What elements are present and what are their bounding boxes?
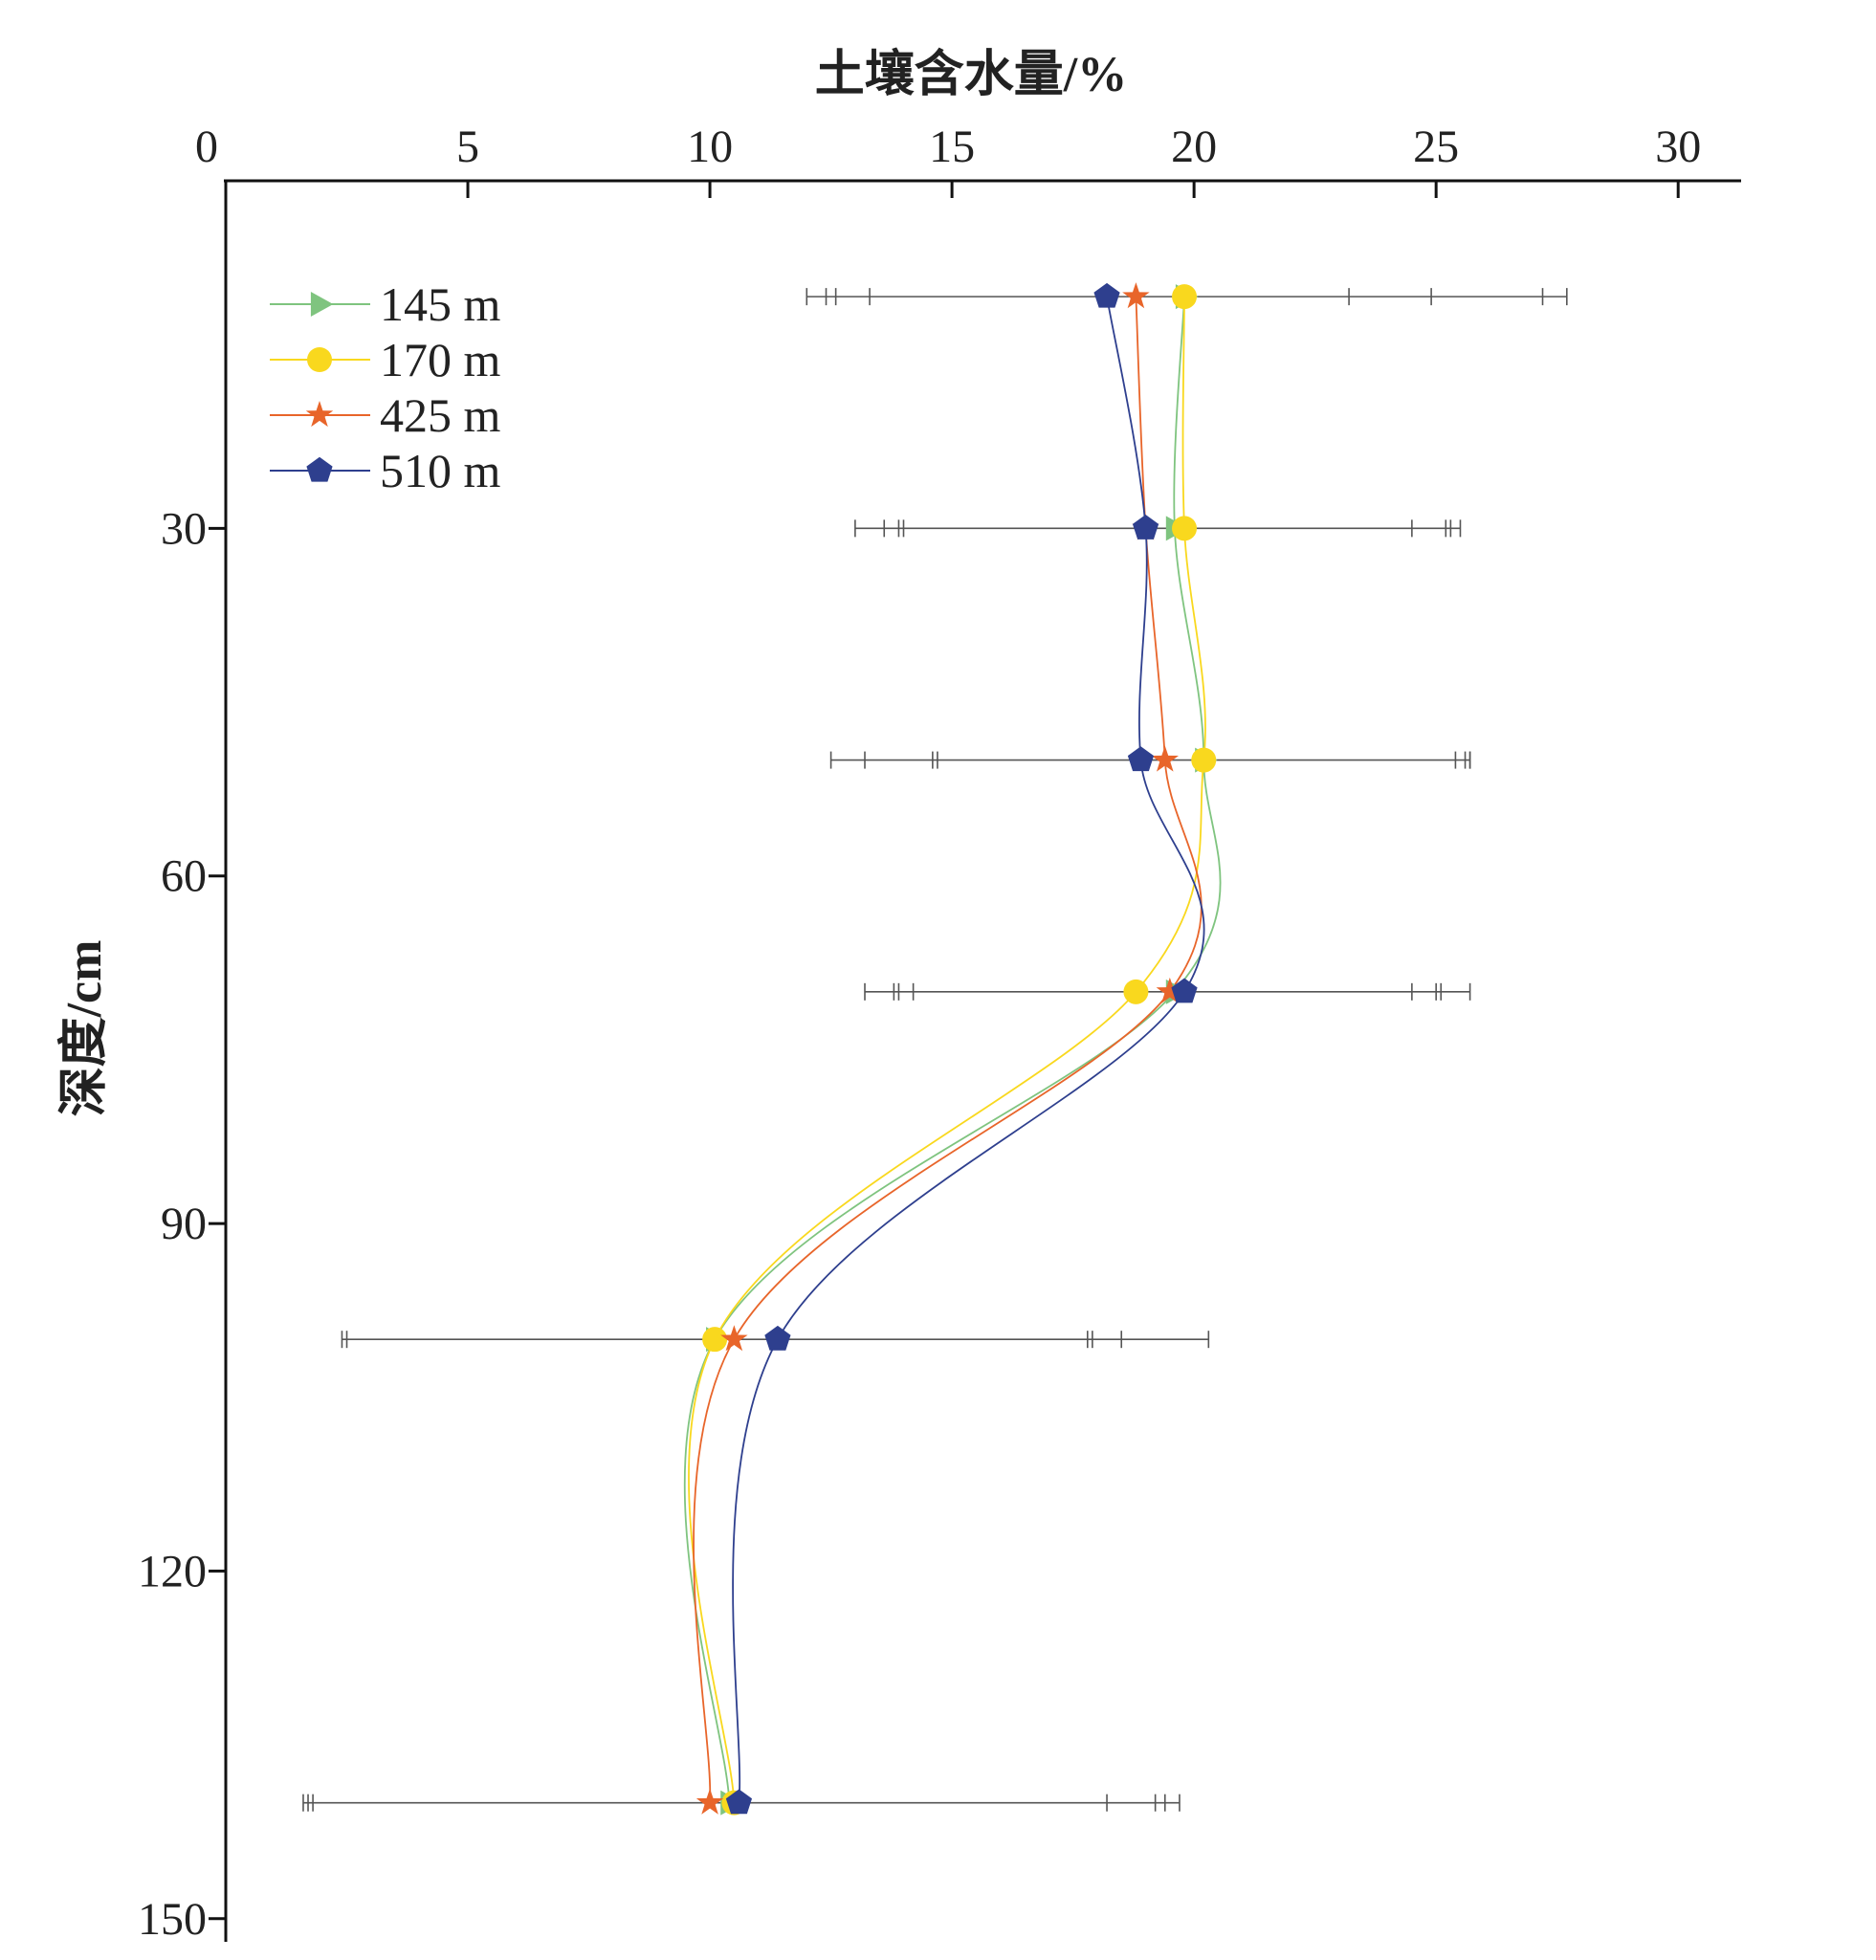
legend-marker xyxy=(306,456,333,482)
series-2-point xyxy=(1172,516,1198,541)
series-2-point xyxy=(1172,284,1198,310)
series-3-point xyxy=(1156,977,1184,1003)
series-3-point xyxy=(720,1325,748,1352)
series-4-point xyxy=(1132,515,1159,540)
x-tick-label: 10 xyxy=(687,121,733,172)
series-4-point xyxy=(1127,746,1155,772)
y-tick-label: 90 xyxy=(161,1199,207,1249)
legend-label: 425 m xyxy=(380,388,501,442)
legend-marker xyxy=(307,347,332,372)
x-tick-label: 0 xyxy=(195,121,218,172)
x-tick-label: 20 xyxy=(1171,121,1217,172)
y-axis-ticks: 30 60 90 120 150 xyxy=(138,503,226,1945)
series-3-point xyxy=(1151,745,1179,772)
legend-label: 145 m xyxy=(380,277,501,331)
series-line-4 xyxy=(732,296,1205,1803)
legend-label: 510 m xyxy=(380,444,501,497)
x-axis-ticks: 0 5 10 15 20 25 30 xyxy=(195,121,1701,198)
legend-marker xyxy=(310,292,334,317)
y-tick-label: 30 xyxy=(161,503,207,554)
series-2-point xyxy=(1191,747,1217,773)
series-4-point xyxy=(1093,282,1120,308)
y-tick-label: 120 xyxy=(138,1546,207,1597)
series-markers xyxy=(695,282,1218,1816)
series-4-point xyxy=(764,1325,791,1351)
series-4-point xyxy=(1171,978,1198,1003)
legend-label: 170 m xyxy=(380,333,501,386)
y-tick-label: 60 xyxy=(161,851,207,902)
legend-marker xyxy=(305,401,334,428)
series-2-point xyxy=(1123,979,1149,1004)
y-tick-label: 150 xyxy=(138,1894,207,1945)
series-line-3 xyxy=(693,297,1203,1803)
series-3-point xyxy=(1122,282,1150,309)
series-3-point xyxy=(695,1788,724,1815)
x-tick-label: 25 xyxy=(1413,121,1459,172)
x-tick-label: 30 xyxy=(1655,121,1701,172)
series-2-point xyxy=(702,1327,728,1353)
error-bars xyxy=(302,288,1568,1812)
series-4-point xyxy=(725,1789,753,1815)
x-tick-label: 15 xyxy=(929,121,975,172)
x-axis-title: 土壤含水量/% xyxy=(815,47,1127,102)
y-axis-title: 深度/cm xyxy=(56,940,112,1117)
x-tick-label: 5 xyxy=(456,121,479,172)
